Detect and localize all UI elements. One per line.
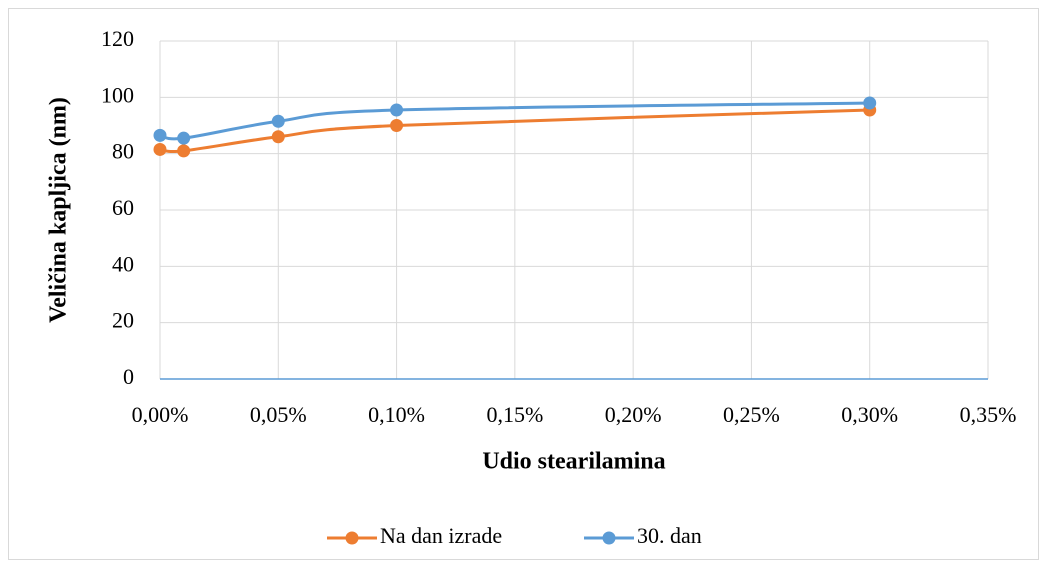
data-point [390,119,404,132]
data-point [390,103,404,117]
x-axis-label: Udio stearilamina [482,449,665,475]
data-point [153,142,167,156]
data-point [177,144,191,158]
x-tick-label: 0,25% [723,402,780,427]
data-point [177,131,191,145]
y-tick-label: 120 [101,26,134,51]
legend-marker [602,531,616,545]
data-point [153,128,167,142]
x-tick-label: 0,05% [250,402,307,427]
data-point [271,114,285,128]
x-tick-label: 0,10% [368,402,425,427]
y-axis-label: Veličina kapljica (nm) [46,97,72,323]
y-tick-label: 20 [112,308,134,333]
data-point [863,96,877,110]
x-tick-label: 0,00% [132,402,189,427]
legend-label: Na dan izrade [380,523,502,548]
y-tick-label: 80 [112,139,134,164]
legend-label: 30. dan [637,523,702,548]
y-tick-label: 100 [101,82,134,107]
x-tick-label: 0,15% [486,402,543,427]
y-tick-label: 0 [123,364,134,389]
y-tick-label: 40 [112,251,134,276]
data-point [271,130,285,144]
legend-marker [345,531,359,545]
x-tick-label: 0,20% [605,402,662,427]
x-tick-label: 0,30% [841,402,898,427]
chart-border [8,8,1039,560]
x-tick-label: 0,35% [960,402,1017,427]
y-tick-label: 60 [112,195,134,220]
